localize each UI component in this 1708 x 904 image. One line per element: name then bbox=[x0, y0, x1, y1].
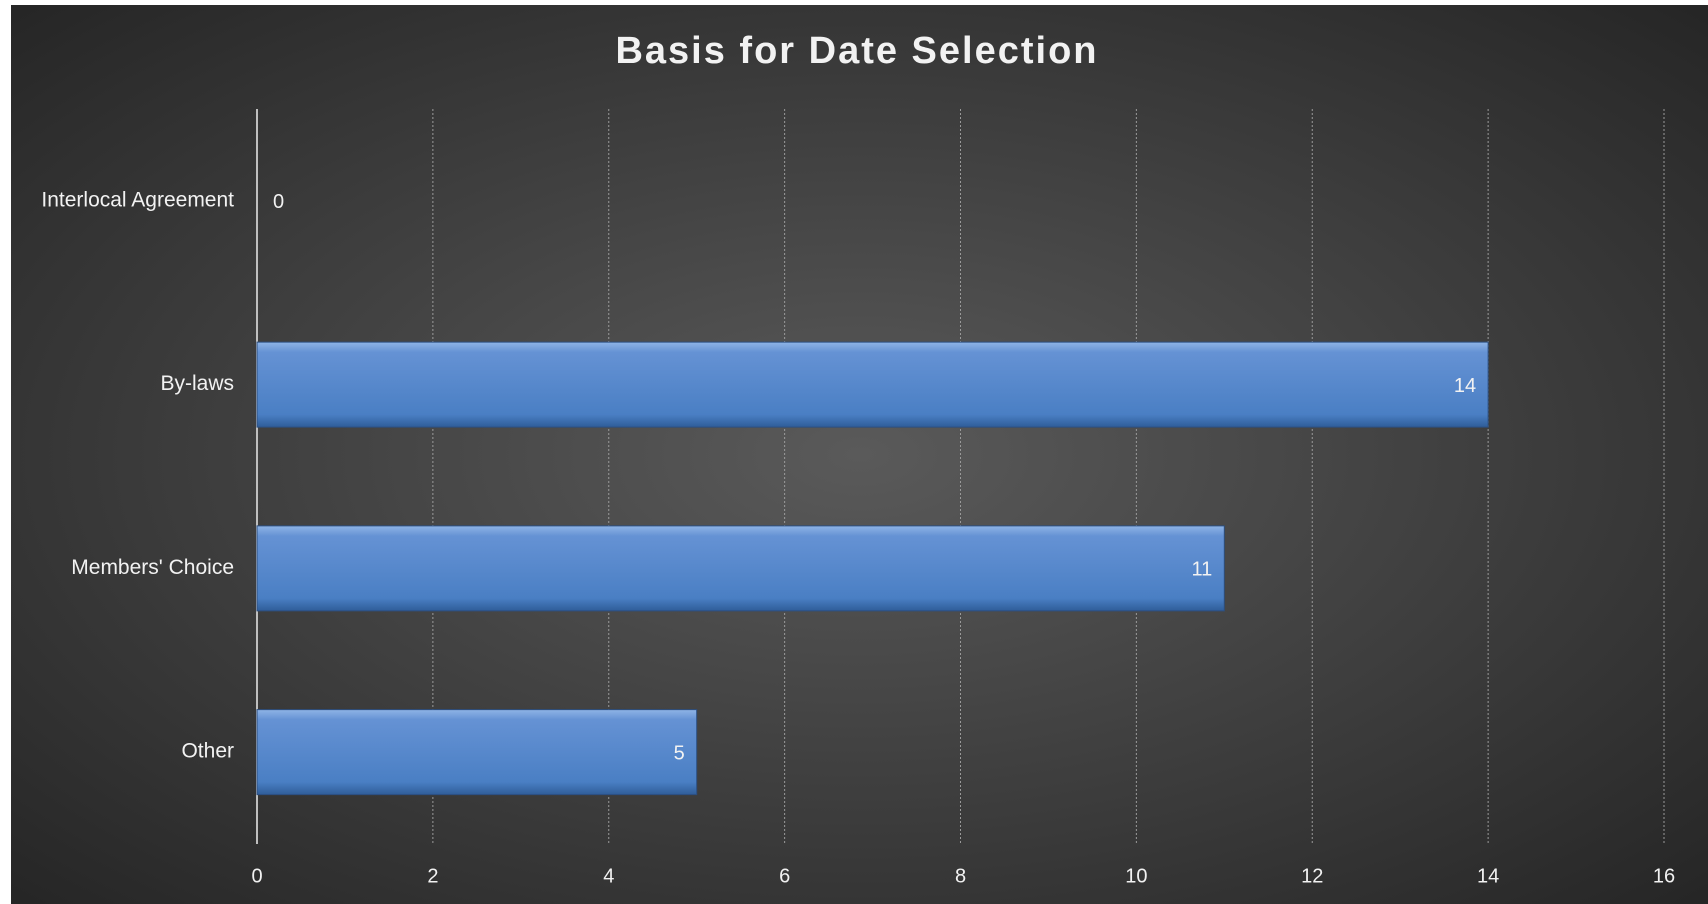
x-tick-label: 8 bbox=[955, 865, 966, 887]
y-tick-label: Members' Choice bbox=[71, 556, 234, 579]
bar bbox=[256, 525, 1225, 612]
x-tick-label: 10 bbox=[1125, 865, 1147, 887]
data-label: 0 bbox=[273, 191, 284, 213]
x-tick-label: 14 bbox=[1477, 865, 1499, 887]
y-tick-label: By-laws bbox=[160, 372, 234, 395]
x-tick-label: 6 bbox=[779, 865, 790, 887]
data-label: 11 bbox=[1192, 559, 1213, 581]
bar bbox=[256, 709, 698, 796]
y-tick-label: Other bbox=[181, 740, 234, 763]
x-tick-label: 12 bbox=[1301, 865, 1323, 887]
bar bbox=[256, 341, 1489, 428]
chart-title: Basis for Date Selection bbox=[615, 30, 1098, 72]
y-tick-label: Interlocal Agreement bbox=[41, 188, 234, 211]
data-label: 14 bbox=[1454, 375, 1476, 397]
x-tick-label: 4 bbox=[603, 865, 614, 887]
x-tick-label: 0 bbox=[251, 865, 262, 887]
x-tick-label: 2 bbox=[427, 865, 438, 887]
data-label: 5 bbox=[674, 742, 685, 764]
x-tick-label: 16 bbox=[1653, 865, 1675, 887]
